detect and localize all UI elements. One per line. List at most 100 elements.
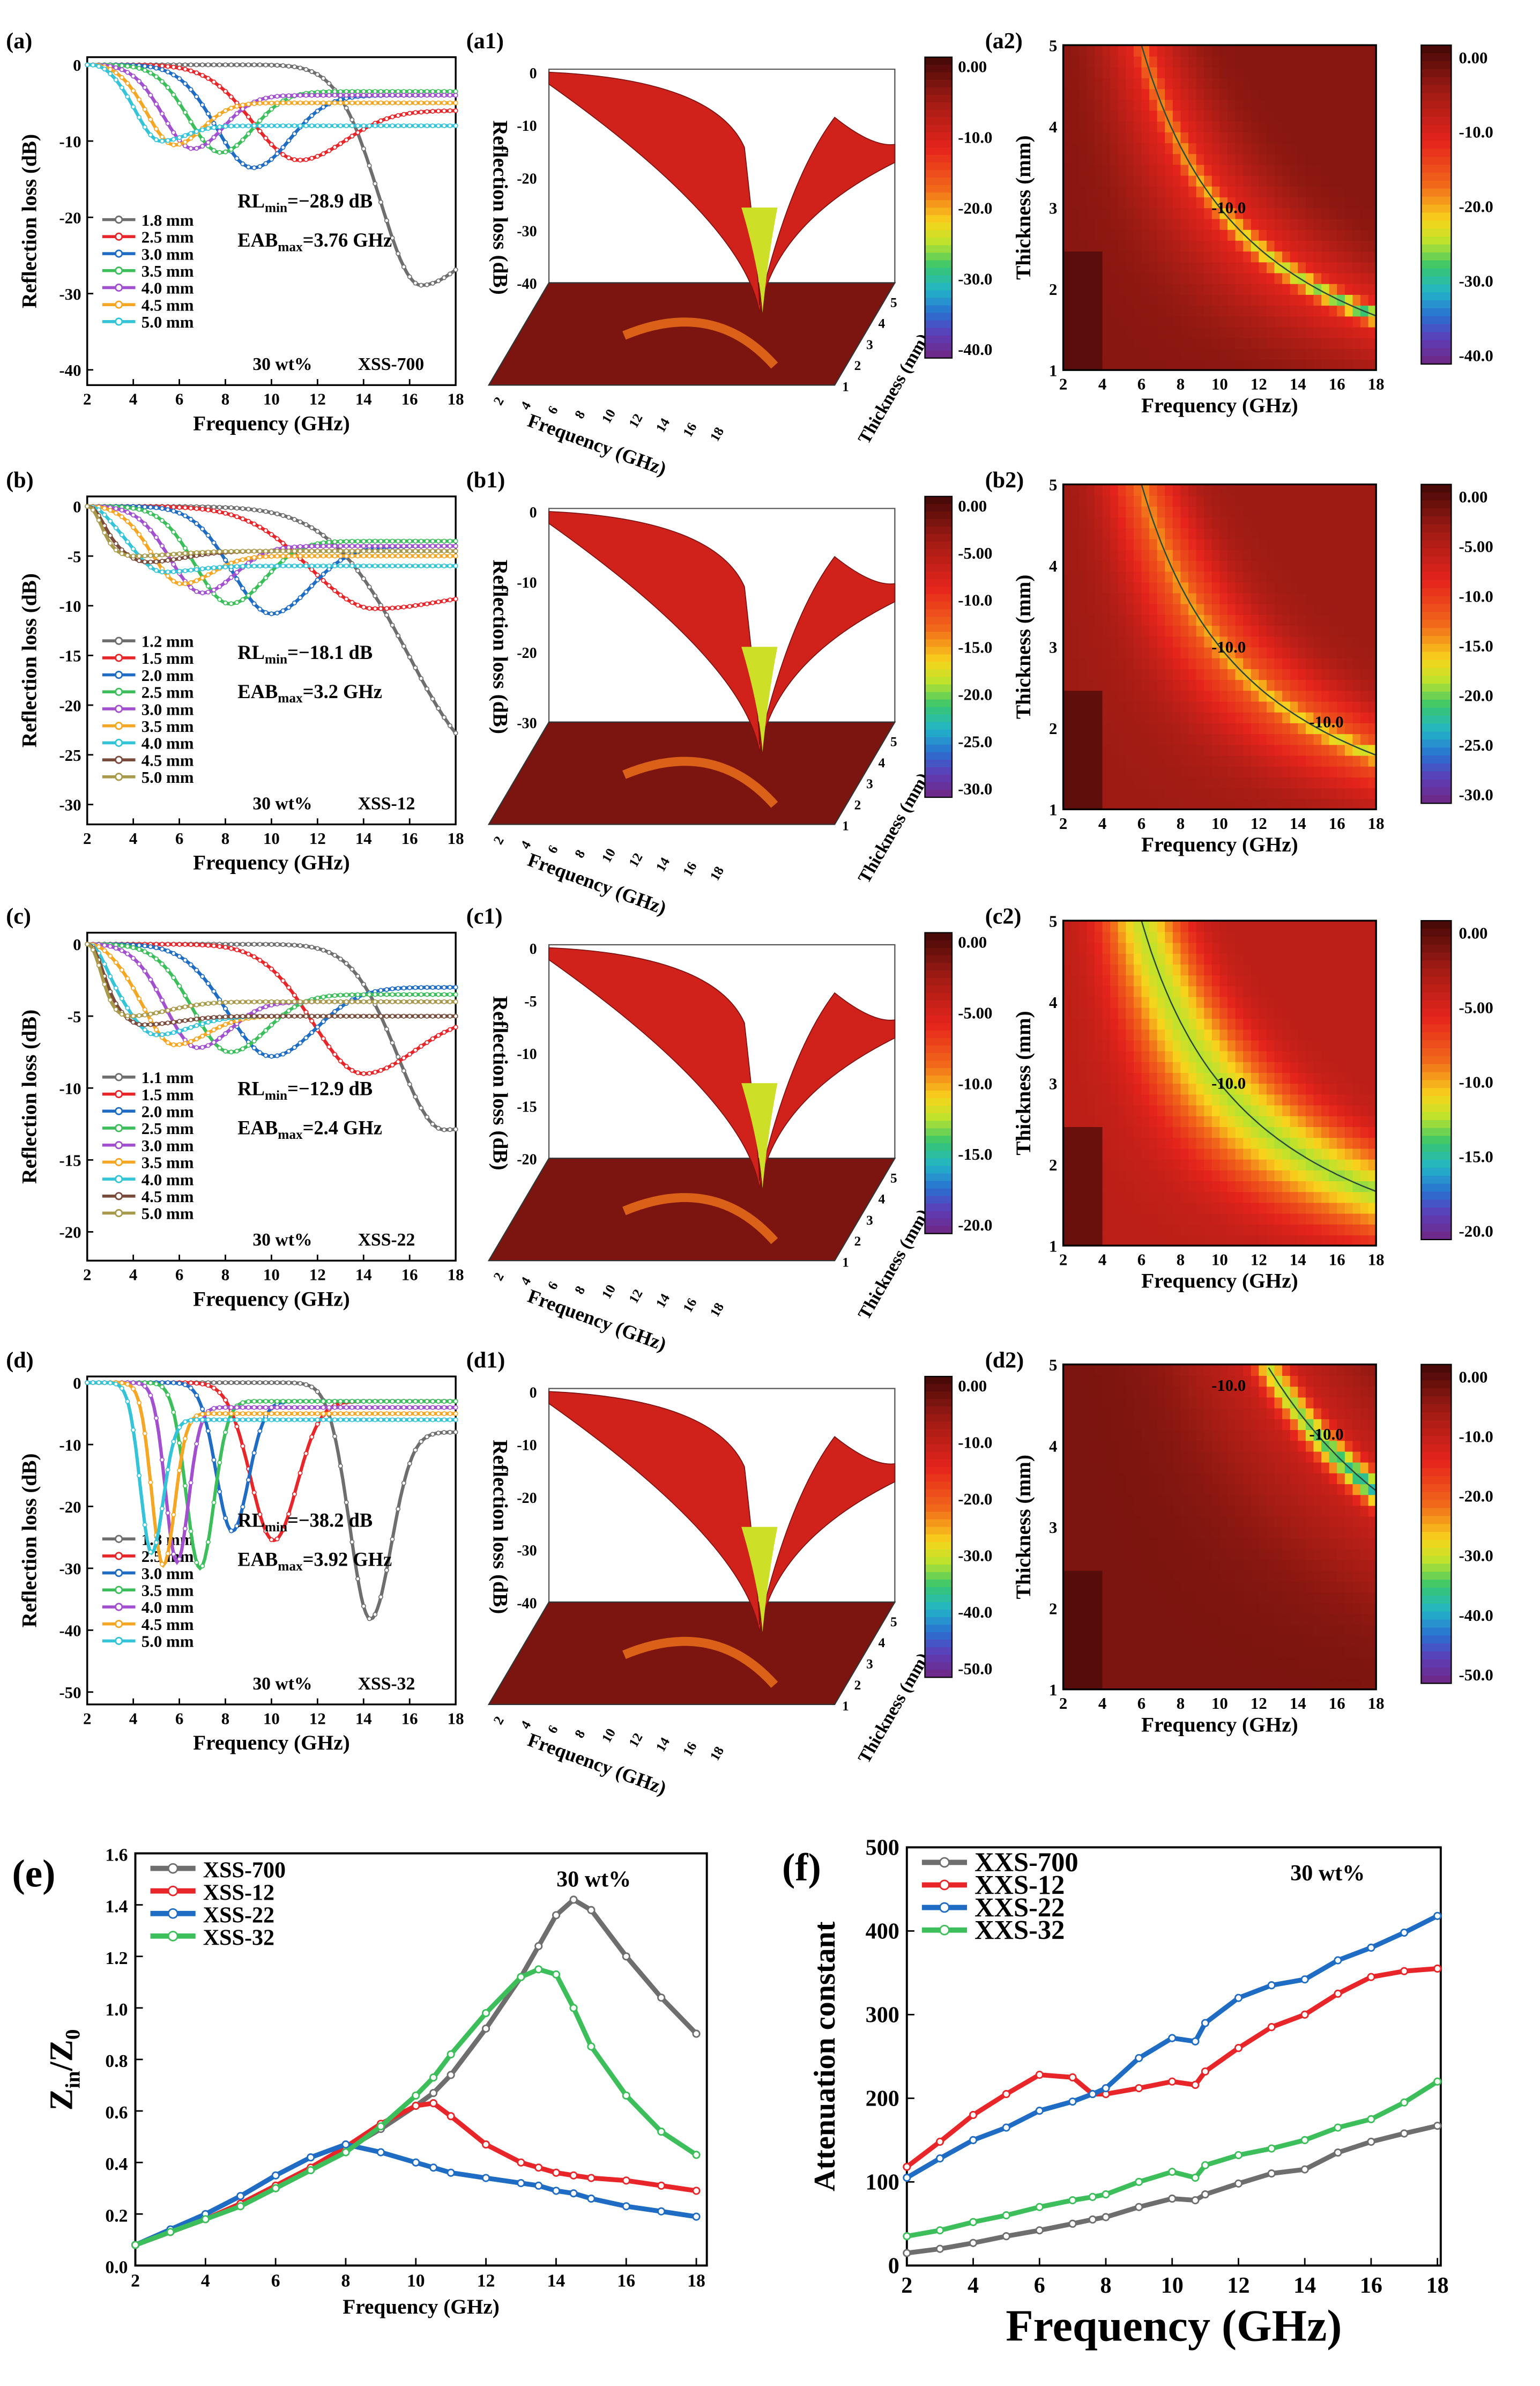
legend-marker [115, 317, 123, 326]
contour-cell [1305, 99, 1314, 111]
contour-cell [1063, 636, 1072, 648]
contour-cell [1078, 701, 1088, 713]
contour-cell [1126, 283, 1135, 295]
contour-cell [1141, 186, 1150, 198]
contour-cell [1126, 186, 1135, 198]
contour-cell [1110, 283, 1119, 295]
data-point [125, 553, 130, 558]
contour-cell [1368, 229, 1377, 241]
contour-cell [1110, 110, 1119, 122]
contour-cell [1157, 701, 1166, 713]
contour-cell [1282, 495, 1291, 507]
contour-cell [1266, 582, 1275, 594]
contour-cell [1094, 931, 1103, 943]
contour-cell [1321, 208, 1330, 219]
data-point [188, 580, 194, 586]
contour-cell [1063, 1159, 1072, 1170]
contour-cell [1094, 56, 1103, 68]
data-point [159, 1032, 165, 1037]
data-point [396, 564, 401, 568]
contour-cell [1368, 131, 1377, 144]
contour-cell [1196, 305, 1205, 317]
contour-cell [1227, 240, 1236, 252]
data-point [344, 549, 349, 554]
contour-cell [1259, 305, 1268, 317]
contour-cell [1172, 679, 1181, 691]
data-point [384, 999, 389, 1004]
contour-cell [1305, 153, 1314, 165]
contour-cell [1071, 218, 1080, 230]
contour-cell [1094, 1115, 1103, 1128]
contour-cell [1204, 647, 1212, 658]
data-point [246, 164, 251, 169]
data-point [165, 64, 170, 69]
data-point [344, 539, 349, 544]
contour-cell [1235, 722, 1244, 735]
data-point [344, 564, 349, 568]
contour-cell [1087, 668, 1096, 680]
contour-cell [1274, 744, 1283, 756]
contour-cell [1102, 1050, 1111, 1062]
contour-cell [1352, 776, 1362, 789]
contour-cell [1321, 517, 1330, 529]
data-point [384, 987, 389, 992]
x3d-tick: 14 [653, 416, 673, 435]
data-point [344, 123, 349, 129]
data-point [251, 588, 257, 593]
contour-cell [1133, 1213, 1142, 1225]
contour-cell [1149, 636, 1158, 648]
colorbar-3d-label: -30.0 [958, 780, 992, 798]
data-point [200, 73, 205, 78]
contour-cell [1094, 272, 1103, 284]
data-point [390, 123, 395, 129]
data-point [223, 124, 228, 129]
contour-cell [1126, 517, 1135, 529]
colorbar-2d-cell [1421, 755, 1452, 764]
contour-cell [1313, 294, 1322, 306]
contour-cell [1337, 88, 1345, 100]
contour-cell [1071, 744, 1080, 756]
data-point [349, 543, 355, 549]
contour-cell [1118, 305, 1127, 317]
contour-cell [1118, 1040, 1127, 1051]
data-point [338, 999, 343, 1004]
data-point [442, 108, 447, 114]
contour-cell [1165, 66, 1173, 78]
contour-cell [1180, 798, 1189, 810]
contour-cell [1274, 359, 1283, 371]
contour-cell [1235, 153, 1244, 165]
contour-cell [1078, 647, 1088, 658]
contour-cell [1110, 1159, 1119, 1170]
contour-cell [1180, 549, 1189, 561]
contour-cell [1180, 538, 1189, 550]
contour-cell [1126, 142, 1135, 154]
contour-cell [1211, 131, 1221, 144]
contour-cell [1282, 66, 1291, 78]
contour-cell [1266, 636, 1275, 648]
data-point [453, 730, 458, 736]
contour-cell [1188, 788, 1197, 799]
contour-cell [1251, 348, 1260, 360]
contour-cell [1126, 506, 1135, 518]
contour-cell [1290, 348, 1299, 360]
contour-cell [1352, 240, 1362, 252]
contour-cell [1352, 283, 1362, 295]
contour-cell [1165, 744, 1173, 756]
contour-cell [1227, 744, 1236, 756]
contour-cell [1149, 798, 1158, 810]
contour-cell [1305, 186, 1314, 198]
contour-cell [1094, 142, 1103, 154]
y-tick-label: 0 [73, 936, 81, 954]
colorbar-3d-cell [925, 1158, 952, 1166]
data-point [349, 100, 355, 106]
data-point [384, 549, 389, 554]
contour-cell [1118, 571, 1127, 583]
data-point [251, 549, 257, 554]
contour-cell [1149, 744, 1158, 756]
colorbar-3d-cell [925, 1038, 952, 1046]
contour-cell [1352, 679, 1362, 691]
contour-cell [1118, 942, 1127, 954]
contour-cell [1211, 614, 1221, 626]
data-point [211, 79, 217, 85]
data-point [442, 100, 447, 106]
